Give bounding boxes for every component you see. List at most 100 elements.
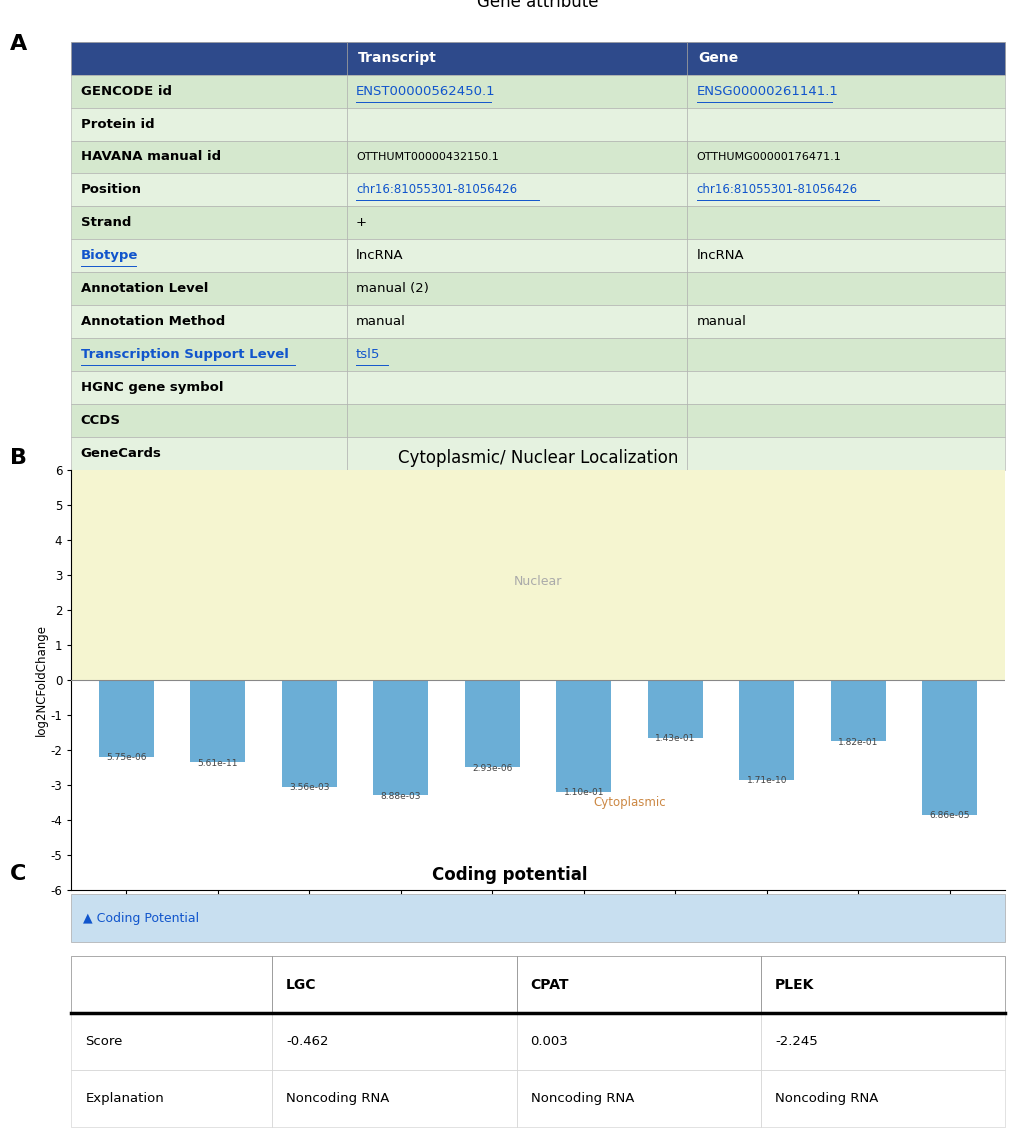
Text: lncRNA: lncRNA xyxy=(356,249,404,262)
FancyBboxPatch shape xyxy=(346,239,687,272)
FancyBboxPatch shape xyxy=(687,239,1004,272)
Text: Annotation Level: Annotation Level xyxy=(81,282,208,295)
FancyBboxPatch shape xyxy=(346,173,687,206)
Text: 1.43e-01: 1.43e-01 xyxy=(654,734,695,743)
Text: -0.462: -0.462 xyxy=(285,1034,328,1048)
FancyBboxPatch shape xyxy=(346,338,687,371)
Text: Nuclear: Nuclear xyxy=(514,576,561,588)
Title: Cytoplasmic/ Nuclear Localization: Cytoplasmic/ Nuclear Localization xyxy=(397,448,678,467)
FancyBboxPatch shape xyxy=(71,1013,272,1070)
FancyBboxPatch shape xyxy=(71,1070,272,1127)
Text: lncRNA: lncRNA xyxy=(696,249,744,262)
Text: manual: manual xyxy=(356,315,406,328)
Text: 3.56e-03: 3.56e-03 xyxy=(288,783,329,792)
Text: 6.86e-05: 6.86e-05 xyxy=(928,811,969,820)
FancyBboxPatch shape xyxy=(346,140,687,173)
FancyBboxPatch shape xyxy=(71,108,346,140)
Bar xyxy=(281,679,336,786)
Bar xyxy=(647,679,702,737)
Text: Noncoding RNA: Noncoding RNA xyxy=(530,1091,634,1105)
FancyBboxPatch shape xyxy=(71,173,346,206)
Text: Explanation: Explanation xyxy=(86,1091,164,1105)
Text: 1.71e-10: 1.71e-10 xyxy=(746,776,787,785)
FancyBboxPatch shape xyxy=(687,305,1004,338)
Text: 5.61e-11: 5.61e-11 xyxy=(198,759,237,767)
FancyBboxPatch shape xyxy=(687,371,1004,404)
FancyBboxPatch shape xyxy=(346,75,687,108)
Text: Strand: Strand xyxy=(81,216,131,230)
FancyBboxPatch shape xyxy=(346,371,687,404)
FancyBboxPatch shape xyxy=(687,404,1004,437)
FancyBboxPatch shape xyxy=(71,42,346,75)
Text: -2.245: -2.245 xyxy=(774,1034,817,1048)
X-axis label: Coding potential: Coding potential xyxy=(475,917,600,932)
FancyBboxPatch shape xyxy=(346,272,687,305)
FancyBboxPatch shape xyxy=(346,206,687,239)
Text: 8.88e-03: 8.88e-03 xyxy=(380,792,421,801)
Text: A: A xyxy=(10,34,28,55)
FancyBboxPatch shape xyxy=(346,42,687,75)
Text: 0.003: 0.003 xyxy=(530,1034,568,1048)
Text: chr16:81055301-81056426: chr16:81055301-81056426 xyxy=(356,183,517,197)
Bar xyxy=(99,679,154,757)
Text: manual: manual xyxy=(696,315,746,328)
FancyBboxPatch shape xyxy=(71,305,346,338)
FancyBboxPatch shape xyxy=(687,75,1004,108)
FancyBboxPatch shape xyxy=(687,437,1004,470)
Text: 2.93e-06: 2.93e-06 xyxy=(472,764,512,773)
Bar xyxy=(71,470,1004,679)
Text: Annotation Method: Annotation Method xyxy=(81,315,225,328)
Text: Gene: Gene xyxy=(698,51,738,65)
Text: Noncoding RNA: Noncoding RNA xyxy=(285,1091,389,1105)
Text: OTTHUMT00000432150.1: OTTHUMT00000432150.1 xyxy=(356,152,498,162)
Text: Coding potential: Coding potential xyxy=(432,866,587,884)
Text: Transcript: Transcript xyxy=(358,51,436,65)
FancyBboxPatch shape xyxy=(71,140,346,173)
FancyBboxPatch shape xyxy=(71,75,346,108)
FancyBboxPatch shape xyxy=(71,404,346,437)
FancyBboxPatch shape xyxy=(687,272,1004,305)
FancyBboxPatch shape xyxy=(346,108,687,140)
Bar xyxy=(555,679,610,792)
FancyBboxPatch shape xyxy=(346,437,687,470)
Text: C: C xyxy=(10,864,26,884)
Text: Noncoding RNA: Noncoding RNA xyxy=(774,1091,877,1105)
Text: HGNC gene symbol: HGNC gene symbol xyxy=(81,381,223,394)
FancyBboxPatch shape xyxy=(687,108,1004,140)
Bar xyxy=(921,679,976,815)
FancyBboxPatch shape xyxy=(272,956,516,1013)
FancyBboxPatch shape xyxy=(687,42,1004,75)
FancyBboxPatch shape xyxy=(346,305,687,338)
Text: GENCODE id: GENCODE id xyxy=(81,84,171,98)
Bar xyxy=(373,679,428,795)
Text: tsl5: tsl5 xyxy=(356,348,380,361)
Text: 1.10e-01: 1.10e-01 xyxy=(564,789,603,798)
Text: Gene attribute: Gene attribute xyxy=(477,0,598,10)
FancyBboxPatch shape xyxy=(687,206,1004,239)
Text: 1.82e-01: 1.82e-01 xyxy=(838,737,877,747)
FancyBboxPatch shape xyxy=(71,206,346,239)
FancyBboxPatch shape xyxy=(272,1013,516,1070)
Text: manual (2): manual (2) xyxy=(356,282,429,295)
Text: LGC: LGC xyxy=(285,978,316,991)
Y-axis label: log2NCFoldChange: log2NCFoldChange xyxy=(35,624,48,736)
Text: Cytoplasmic: Cytoplasmic xyxy=(593,795,665,809)
FancyBboxPatch shape xyxy=(71,371,346,404)
Text: ▲ Coding Potential: ▲ Coding Potential xyxy=(83,912,199,925)
Text: ENSG00000261141.1: ENSG00000261141.1 xyxy=(696,84,838,98)
Text: Score: Score xyxy=(86,1034,122,1048)
FancyBboxPatch shape xyxy=(71,894,1004,942)
FancyBboxPatch shape xyxy=(71,956,272,1013)
Text: Protein id: Protein id xyxy=(81,117,154,131)
Text: HAVANA manual id: HAVANA manual id xyxy=(81,150,221,164)
FancyBboxPatch shape xyxy=(760,1070,1004,1127)
FancyBboxPatch shape xyxy=(516,1013,760,1070)
Text: OTTHUMG00000176471.1: OTTHUMG00000176471.1 xyxy=(696,152,841,162)
FancyBboxPatch shape xyxy=(687,338,1004,371)
FancyBboxPatch shape xyxy=(516,1070,760,1127)
Bar xyxy=(830,679,884,741)
FancyBboxPatch shape xyxy=(71,239,346,272)
FancyBboxPatch shape xyxy=(71,272,346,305)
Text: 5.75e-06: 5.75e-06 xyxy=(106,753,147,762)
Bar xyxy=(739,679,794,780)
